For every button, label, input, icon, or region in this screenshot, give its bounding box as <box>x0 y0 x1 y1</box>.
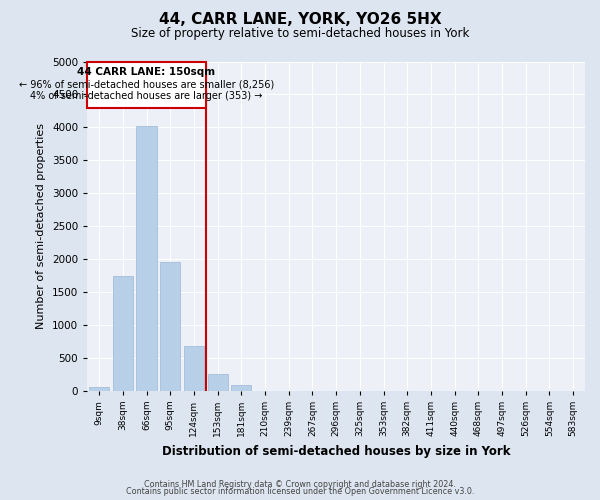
Text: Size of property relative to semi-detached houses in York: Size of property relative to semi-detach… <box>131 28 469 40</box>
Bar <box>160 262 180 391</box>
Bar <box>208 374 227 391</box>
Bar <box>231 385 251 391</box>
Text: 4% of semi-detached houses are larger (353) →: 4% of semi-detached houses are larger (3… <box>31 92 263 102</box>
Text: ← 96% of semi-detached houses are smaller (8,256): ← 96% of semi-detached houses are smalle… <box>19 80 274 90</box>
Y-axis label: Number of semi-detached properties: Number of semi-detached properties <box>37 123 46 329</box>
Text: 44 CARR LANE: 150sqm: 44 CARR LANE: 150sqm <box>77 67 215 77</box>
Bar <box>89 388 109 391</box>
Bar <box>184 346 204 391</box>
Text: 44, CARR LANE, YORK, YO26 5HX: 44, CARR LANE, YORK, YO26 5HX <box>158 12 442 28</box>
X-axis label: Distribution of semi-detached houses by size in York: Distribution of semi-detached houses by … <box>162 444 511 458</box>
Text: Contains public sector information licensed under the Open Government Licence v3: Contains public sector information licen… <box>126 487 474 496</box>
Bar <box>113 276 133 391</box>
Bar <box>136 126 157 391</box>
Text: Contains HM Land Registry data © Crown copyright and database right 2024.: Contains HM Land Registry data © Crown c… <box>144 480 456 489</box>
FancyBboxPatch shape <box>87 62 206 108</box>
